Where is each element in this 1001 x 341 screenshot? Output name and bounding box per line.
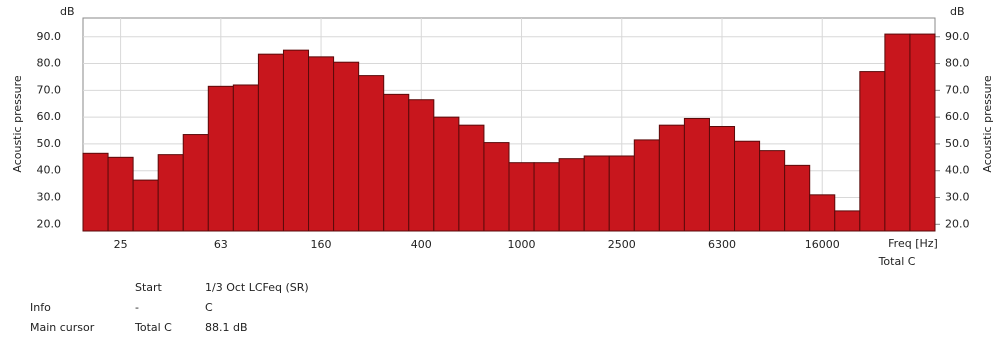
bar [834, 210, 861, 232]
bar [633, 139, 660, 232]
bar [809, 194, 836, 232]
y2-tick-label: 70.0 [945, 83, 970, 96]
bar [132, 179, 159, 232]
bar [232, 84, 259, 232]
bar [207, 85, 234, 232]
bar [708, 126, 736, 232]
bar [508, 162, 535, 232]
info-cell: 1/3 Oct LCFeq (SR) [205, 281, 309, 294]
bar [583, 155, 610, 232]
y-axis-title: Acoustic pressure [11, 75, 24, 172]
bar [282, 49, 310, 232]
y-tick-label: 20.0 [37, 217, 62, 230]
y2-tick-label: 90.0 [945, 30, 970, 43]
y2-tick-label: 20.0 [945, 217, 970, 230]
bar [734, 140, 761, 232]
bar [157, 154, 184, 232]
info-cell: Main cursor [30, 321, 95, 334]
y2-tick-label: 30.0 [945, 191, 970, 204]
info-cell: 88.1 dB [205, 321, 248, 334]
y-tick-label: 40.0 [37, 164, 62, 177]
bar [859, 71, 886, 232]
x-note: Total C [878, 255, 916, 268]
bar [784, 164, 811, 232]
bar [358, 75, 385, 232]
bar [383, 93, 410, 232]
y-tick-label: 60.0 [37, 110, 62, 123]
bar [558, 158, 585, 232]
y2-tick-label: 40.0 [945, 164, 970, 177]
y2-unit: dB [950, 5, 965, 18]
bar [408, 99, 435, 232]
y2-axis-title: Acoustic pressure [981, 75, 994, 172]
bar [182, 134, 209, 232]
info-cell: Info [30, 301, 51, 314]
y2-tick-label: 80.0 [945, 57, 970, 70]
info-table: Start 1/3 Oct LCFeq (SR) Info - C Main cursor… [30, 281, 309, 334]
info-cell: Total C [134, 321, 172, 334]
bar [909, 33, 936, 232]
bar [433, 116, 460, 232]
x-tick-label: 63 [214, 238, 228, 251]
bar [107, 156, 134, 232]
bar [308, 56, 335, 232]
bar [759, 150, 786, 232]
bar [483, 142, 510, 232]
bar [533, 162, 560, 232]
x-axis-title: Freq [Hz] [888, 237, 938, 250]
y-tick-label: 90.0 [37, 30, 62, 43]
bar [257, 53, 284, 232]
bar [884, 33, 911, 232]
x-tick-label: 400 [411, 238, 432, 251]
x-tick-label: 160 [311, 238, 332, 251]
x-tick-label: 1000 [508, 238, 536, 251]
x-tick-label: 16000 [805, 238, 840, 251]
y2-tick-label: 60.0 [945, 110, 970, 123]
bar [608, 155, 635, 232]
x-tick-label: 2500 [608, 238, 636, 251]
y2-tick-label: 50.0 [945, 137, 970, 150]
bar [333, 61, 360, 232]
y-unit: dB [60, 5, 75, 18]
info-cell: - [135, 301, 139, 314]
x-tick-label: 6300 [708, 238, 736, 251]
y-tick-label: 30.0 [37, 191, 62, 204]
y-tick-label: 50.0 [37, 137, 62, 150]
x-tick-label: 25 [114, 238, 128, 251]
bar [658, 124, 685, 232]
y-tick-label: 70.0 [37, 83, 62, 96]
info-cell: Start [135, 281, 163, 294]
bar [82, 152, 109, 232]
y-tick-label: 80.0 [37, 57, 62, 70]
info-cell: C [205, 301, 213, 314]
bar [458, 124, 485, 232]
bar [683, 117, 710, 232]
